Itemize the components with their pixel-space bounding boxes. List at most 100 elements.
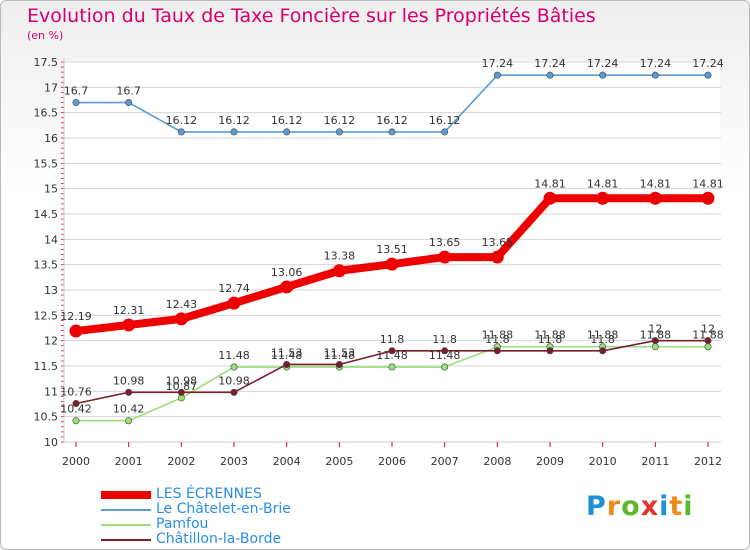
x-tick-label: 2003: [220, 455, 248, 468]
data-label: 17.24: [534, 57, 566, 70]
data-point: [230, 388, 238, 396]
data-point: [335, 128, 343, 136]
data-label: 10.42: [60, 403, 92, 416]
data-point: [230, 363, 238, 371]
legend-swatch: [101, 539, 151, 541]
data-point: [122, 318, 136, 332]
x-tick-label: 2006: [378, 455, 406, 468]
data-point: [125, 99, 133, 107]
data-point: [227, 296, 241, 310]
data-label: 11.48: [218, 349, 250, 362]
y-tick-label: 11: [44, 385, 58, 398]
data-label: 11.48: [271, 349, 303, 362]
y-tick-label: 11.5: [34, 360, 59, 373]
y-tick-label: 14.5: [34, 208, 59, 221]
data-point: [704, 343, 712, 351]
data-point: [599, 71, 607, 79]
data-label: 13.06: [271, 266, 303, 279]
data-label: 11.8: [432, 333, 457, 346]
data-point: [72, 99, 80, 107]
legend-label: Le Châtelet-en-Brie: [156, 501, 291, 517]
data-label: 14.81: [534, 177, 566, 190]
x-tick-label: 2010: [589, 455, 617, 468]
data-point: [648, 191, 662, 205]
data-label: 11.53: [324, 346, 356, 359]
legend-swatch: [101, 524, 151, 526]
data-point: [543, 191, 557, 205]
data-label: 10.98: [166, 374, 198, 387]
data-label: 13.38: [324, 250, 356, 263]
data-point: [438, 250, 452, 264]
y-tick-label: 12.5: [34, 309, 59, 322]
y-tick-label: 16.5: [34, 107, 59, 120]
data-point: [177, 128, 185, 136]
data-label: 16.7: [116, 85, 141, 98]
data-point: [388, 128, 396, 136]
chart-unit-label: (en %): [27, 29, 64, 42]
data-label: 14.81: [640, 177, 672, 190]
data-point: [490, 250, 504, 264]
data-label: 12.43: [166, 298, 198, 311]
x-tick-label: 2007: [431, 455, 459, 468]
chart-title: Evolution du Taux de Taxe Foncière sur l…: [27, 5, 596, 27]
x-tick-label: 2002: [167, 455, 195, 468]
data-label: 17.24: [482, 57, 514, 70]
data-label: 11.8: [538, 333, 563, 346]
data-label: 11.53: [271, 346, 303, 359]
data-label: 16.12: [218, 114, 250, 127]
data-point: [388, 347, 396, 355]
data-label: 17.24: [587, 57, 619, 70]
legend-swatch: [101, 491, 151, 499]
y-tick-label: 17.5: [34, 56, 59, 69]
x-tick-label: 2001: [115, 455, 143, 468]
y-tick-label: 15.5: [34, 157, 59, 170]
data-label: 16.12: [324, 114, 356, 127]
data-label: 13.51: [376, 243, 408, 256]
data-point: [283, 128, 291, 136]
data-point: [701, 191, 715, 205]
y-tick-label: 10: [44, 436, 58, 449]
legend-label: Châtillon-la-Borde: [156, 531, 282, 547]
data-point: [283, 360, 291, 368]
data-point: [335, 360, 343, 368]
data-point: [388, 363, 396, 371]
data-point: [441, 347, 449, 355]
data-label: 11.48: [324, 349, 356, 362]
line-chart: 10 10.5 11 11.5 12 12.5 13 13.5 14 14.5 15 15.5 16 16…: [34, 56, 724, 468]
data-label: 16.12: [376, 114, 408, 127]
data-label: 12.74: [218, 282, 250, 295]
data-point: [651, 71, 659, 79]
data-point: [441, 363, 449, 371]
data-label: 16.12: [166, 114, 198, 127]
data-label: 10.42: [113, 403, 145, 416]
data-point: [177, 388, 185, 396]
x-tick-label: 2012: [694, 455, 722, 468]
x-tick-label: 2000: [62, 455, 90, 468]
y-tick-label: 15: [44, 183, 58, 196]
data-point: [125, 417, 133, 425]
data-point: [280, 280, 294, 294]
legend-label: Pamfou: [156, 516, 209, 532]
y-tick-label: 13.5: [34, 259, 59, 272]
y-tick-label: 12: [44, 335, 58, 348]
data-label: 14.81: [692, 177, 724, 190]
data-label: 16.12: [429, 114, 461, 127]
data-point: [230, 128, 238, 136]
data-point: [651, 343, 659, 351]
data-label: 11.88: [692, 329, 724, 342]
data-label: 13.65: [482, 236, 514, 249]
data-label: 12.31: [113, 304, 145, 317]
legend-label: LES ÉCRENNES: [156, 486, 262, 502]
proxiti-logo: Proxiti: [586, 491, 694, 522]
x-tick-label: 2008: [483, 455, 511, 468]
data-label: 10.98: [113, 374, 145, 387]
data-point: [493, 71, 501, 79]
data-label: 11.88: [534, 329, 566, 342]
data-label: 11.8: [590, 333, 615, 346]
data-point: [174, 312, 188, 326]
y-tick-label: 16: [44, 132, 58, 145]
data-point: [72, 399, 80, 407]
data-label: 11.48: [429, 349, 461, 362]
data-label: 11.8: [485, 333, 510, 346]
